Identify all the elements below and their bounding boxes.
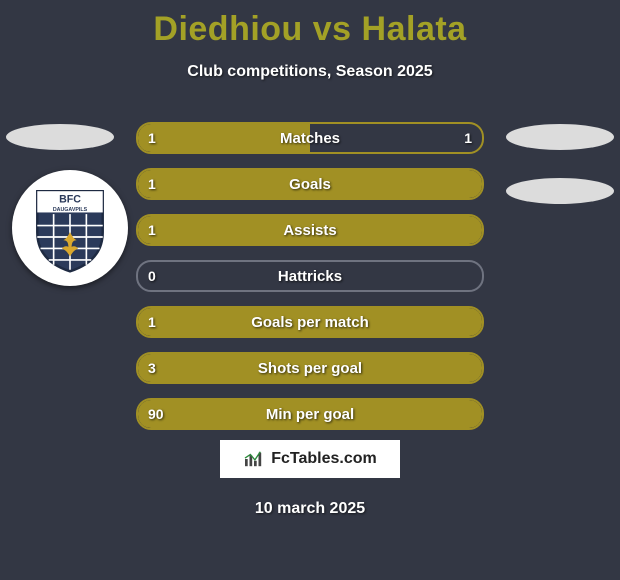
svg-text:BFC: BFC <box>59 194 81 206</box>
stat-label: Min per goal <box>138 400 482 428</box>
stat-label: Hattricks <box>138 262 482 290</box>
stat-bar: 0Hattricks <box>136 260 484 292</box>
page-subtitle: Club competitions, Season 2025 <box>0 63 620 81</box>
bar-chart-icon <box>243 450 265 468</box>
stat-bar: 1Goals <box>136 168 484 200</box>
stat-label: Goals per match <box>138 308 482 336</box>
player-right-placeholder-2 <box>506 178 614 204</box>
stat-label: Assists <box>138 216 482 244</box>
stat-bar: 1Goals per match <box>136 306 484 338</box>
page-title: Diedhiou vs Halata <box>0 0 620 49</box>
svg-text:DAUGAVPILS: DAUGAVPILS <box>53 207 88 213</box>
stat-label: Shots per goal <box>138 354 482 382</box>
stats-bars: 11Matches 1Goals 1Assists 0Hattricks 1Goals … <box>136 122 484 444</box>
stat-bar: 11Matches <box>136 122 484 154</box>
stat-bar: 90Min per goal <box>136 398 484 430</box>
stat-label: Goals <box>138 170 482 198</box>
footer-brand-text: FcTables.com <box>271 450 377 468</box>
player-right-placeholder-1 <box>506 124 614 150</box>
stat-bar: 3Shots per goal <box>136 352 484 384</box>
shield-icon: BFC DAUGAVPILS <box>27 183 113 273</box>
date-label: 10 march 2025 <box>0 500 620 518</box>
player-left-placeholder <box>6 124 114 150</box>
stat-bar: 1Assists <box>136 214 484 246</box>
stat-label: Matches <box>138 124 482 152</box>
club-logo: BFC DAUGAVPILS <box>12 170 128 286</box>
footer-brand: FcTables.com <box>220 440 400 478</box>
